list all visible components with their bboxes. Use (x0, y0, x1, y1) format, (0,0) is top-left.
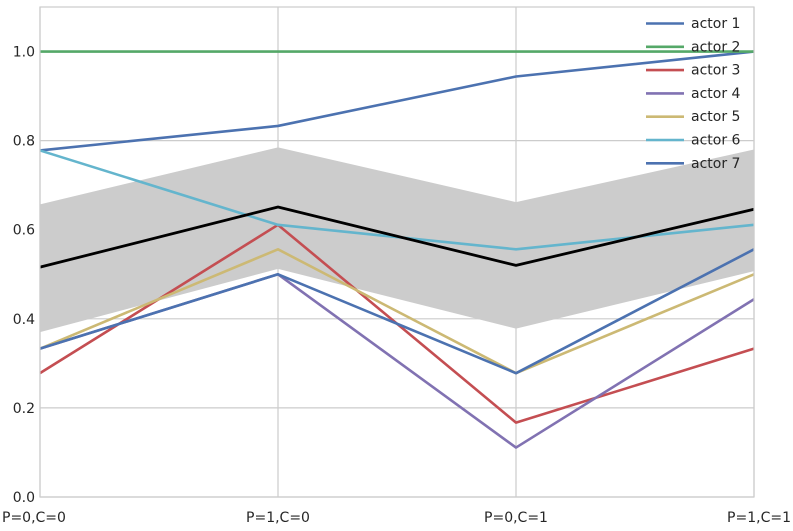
y-axis-ticks: 0.0 0.2 0.4 0.6 0.8 1.0 (13, 45, 35, 506)
series-line-actor-1 (39, 50, 755, 152)
legend-label-actor-7: actor 7 (691, 156, 740, 172)
legend-label-actor-4: actor 4 (691, 86, 741, 102)
y-tick-label-4: 0.8 (13, 134, 35, 150)
x-tick-label-2: P=0,C=1 (484, 510, 548, 526)
x-axis-ticks: P=0,C=0 P=1,C=0 P=0,C=1 P=1,C=1 (2, 510, 791, 526)
mean-line-group (39, 205, 755, 269)
mean-line (39, 205, 755, 269)
confidence-band (40, 147, 754, 333)
series-line-actor-7 (39, 248, 755, 375)
x-tick-label-3: P=1,C=1 (727, 510, 791, 526)
legend-label-actor-3: actor 3 (691, 63, 740, 79)
y-tick-label-3: 0.6 (13, 223, 35, 239)
legend: actor 1 actor 2 actor 3 actor 4 actor 5 actor… (646, 16, 741, 172)
confidence-band-area (40, 147, 754, 333)
x-tick-label-0: P=0,C=0 (2, 510, 66, 526)
x-tick-label-1: P=1,C=0 (246, 510, 310, 526)
legend-label-actor-6: actor 6 (691, 133, 741, 149)
legend-label-actor-5: actor 5 (691, 109, 740, 125)
legend-label-actor-2: actor 2 (691, 39, 740, 55)
legend-label-actor-1: actor 1 (691, 16, 740, 32)
series-line-actor-5 (39, 248, 755, 375)
y-tick-label-2: 0.4 (13, 312, 35, 328)
y-tick-label-5: 1.0 (13, 45, 35, 61)
y-tick-label-0: 0.0 (13, 490, 35, 506)
y-tick-label-1: 0.2 (13, 401, 35, 417)
plot-area-frame (39, 6, 755, 498)
